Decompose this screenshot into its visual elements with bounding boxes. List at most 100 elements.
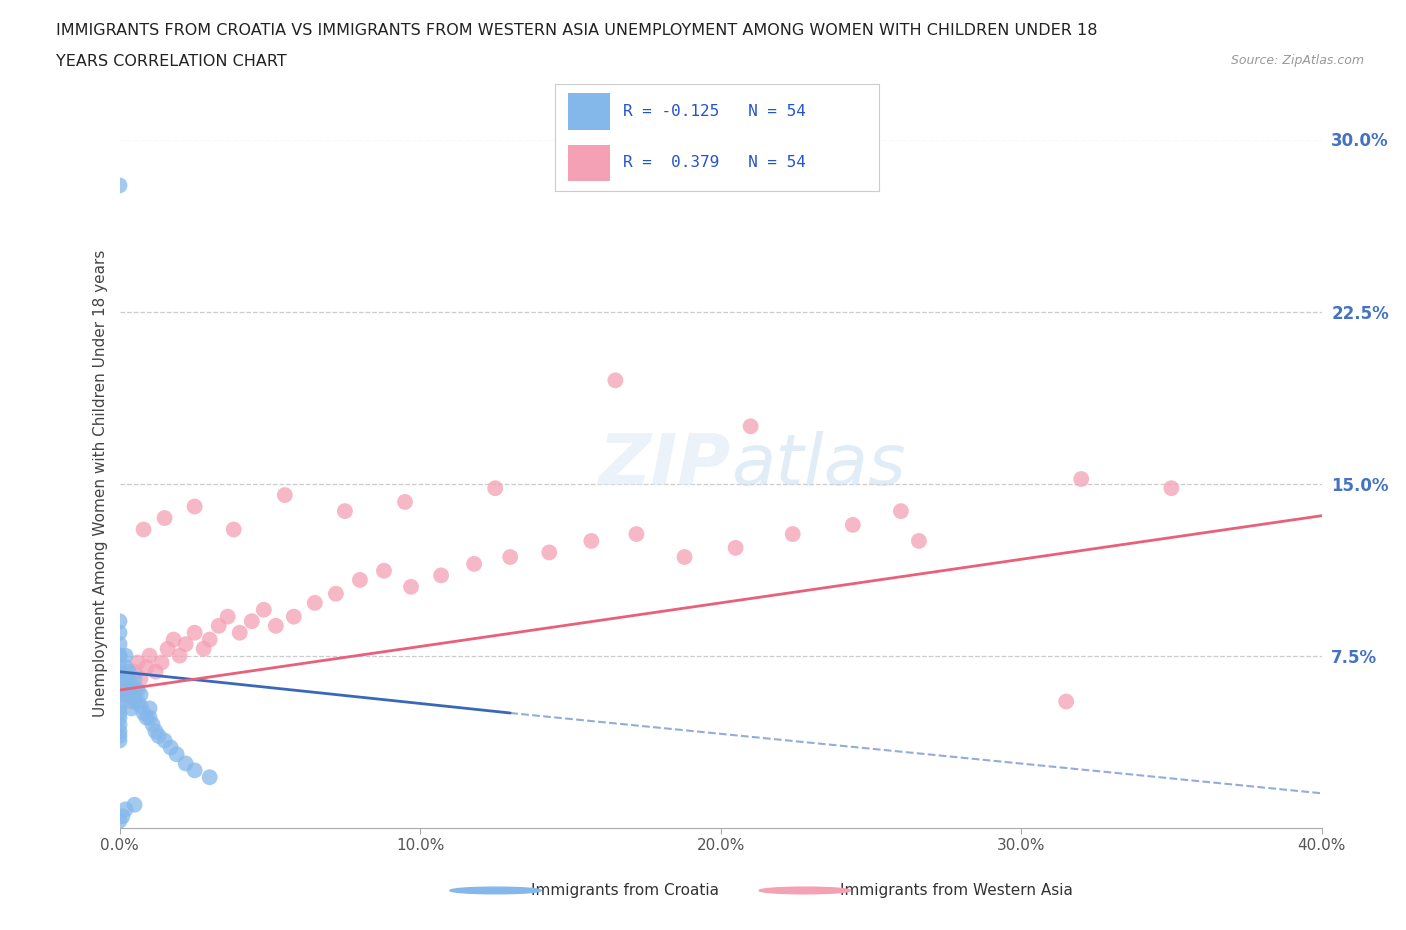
Point <box>111 809 134 824</box>
Point <box>626 526 648 541</box>
Point <box>325 586 347 601</box>
Point <box>169 648 191 663</box>
Point <box>274 487 297 502</box>
Point <box>890 504 912 519</box>
Point <box>135 659 157 674</box>
Point <box>228 625 252 640</box>
Point <box>108 694 131 709</box>
Point <box>394 495 416 510</box>
Point <box>193 642 215 657</box>
Point <box>253 603 276 618</box>
Point <box>117 687 139 702</box>
Point <box>114 671 136 686</box>
Point <box>430 568 453 583</box>
Point <box>117 676 139 691</box>
Text: R =  0.379   N = 54: R = 0.379 N = 54 <box>623 155 806 170</box>
Point <box>108 614 131 629</box>
Point <box>156 642 179 657</box>
Point <box>108 676 131 691</box>
Point <box>153 733 176 748</box>
Point <box>114 659 136 674</box>
Point <box>108 687 131 702</box>
Point <box>114 678 136 693</box>
Bar <box>568 145 610 181</box>
Point <box>127 694 149 709</box>
Point <box>283 609 305 624</box>
Text: Source: ZipAtlas.com: Source: ZipAtlas.com <box>1230 54 1364 67</box>
Point <box>1160 481 1182 496</box>
Point <box>782 526 804 541</box>
Point <box>127 683 149 698</box>
Point <box>174 637 197 652</box>
Point <box>124 683 146 698</box>
Point <box>304 595 326 610</box>
Point <box>908 534 931 549</box>
Point <box>121 689 143 704</box>
Point <box>183 763 205 777</box>
Point <box>132 706 155 721</box>
Point <box>121 701 143 716</box>
Point <box>217 609 239 624</box>
Point <box>108 648 131 663</box>
Point <box>150 655 173 670</box>
Point <box>138 711 160 725</box>
Point <box>124 694 146 709</box>
Text: IMMIGRANTS FROM CROATIA VS IMMIGRANTS FROM WESTERN ASIA UNEMPLOYMENT AMONG WOMEN: IMMIGRANTS FROM CROATIA VS IMMIGRANTS FR… <box>56 23 1098 38</box>
Point <box>1054 694 1077 709</box>
Point <box>108 671 131 686</box>
Point <box>124 797 146 812</box>
Point <box>142 717 165 732</box>
Bar <box>568 93 610 129</box>
Point <box>108 664 131 679</box>
Point <box>114 648 136 663</box>
Text: YEARS CORRELATION CHART: YEARS CORRELATION CHART <box>56 54 287 69</box>
Point <box>673 550 696 565</box>
Point <box>108 733 131 748</box>
Point <box>108 648 131 663</box>
Point <box>373 564 395 578</box>
Point <box>499 550 522 565</box>
Point <box>174 756 197 771</box>
Point <box>198 632 221 647</box>
Point <box>108 625 131 640</box>
Point <box>349 573 371 588</box>
Point <box>166 747 188 762</box>
Point <box>129 671 152 686</box>
Point <box>399 579 422 594</box>
Point <box>108 724 131 738</box>
Point <box>117 664 139 679</box>
Circle shape <box>450 887 541 894</box>
Point <box>842 517 865 532</box>
Point <box>108 814 131 829</box>
Text: ZIP: ZIP <box>599 431 731 499</box>
Point <box>240 614 263 629</box>
Point <box>108 717 131 732</box>
Point <box>145 664 167 679</box>
Text: R = -0.125   N = 54: R = -0.125 N = 54 <box>623 104 806 119</box>
Point <box>222 522 245 537</box>
Point <box>581 534 603 549</box>
Point <box>129 698 152 713</box>
Point <box>183 625 205 640</box>
Point <box>111 687 134 702</box>
Point <box>127 655 149 670</box>
Point <box>108 178 131 193</box>
Point <box>108 637 131 652</box>
Point <box>108 701 131 716</box>
Point <box>1070 472 1092 486</box>
Point <box>162 632 184 647</box>
Point <box>159 740 181 755</box>
Point <box>108 728 131 743</box>
Point <box>132 522 155 537</box>
Point <box>114 683 136 698</box>
Point <box>198 770 221 785</box>
Y-axis label: Unemployment Among Women with Children Under 18 years: Unemployment Among Women with Children U… <box>93 250 108 717</box>
Point <box>208 618 231 633</box>
Circle shape <box>759 887 851 894</box>
Point <box>124 664 146 679</box>
Point <box>264 618 287 633</box>
Point <box>108 683 131 698</box>
Point <box>148 728 170 743</box>
Point <box>138 701 160 716</box>
Text: atlas: atlas <box>731 431 905 499</box>
